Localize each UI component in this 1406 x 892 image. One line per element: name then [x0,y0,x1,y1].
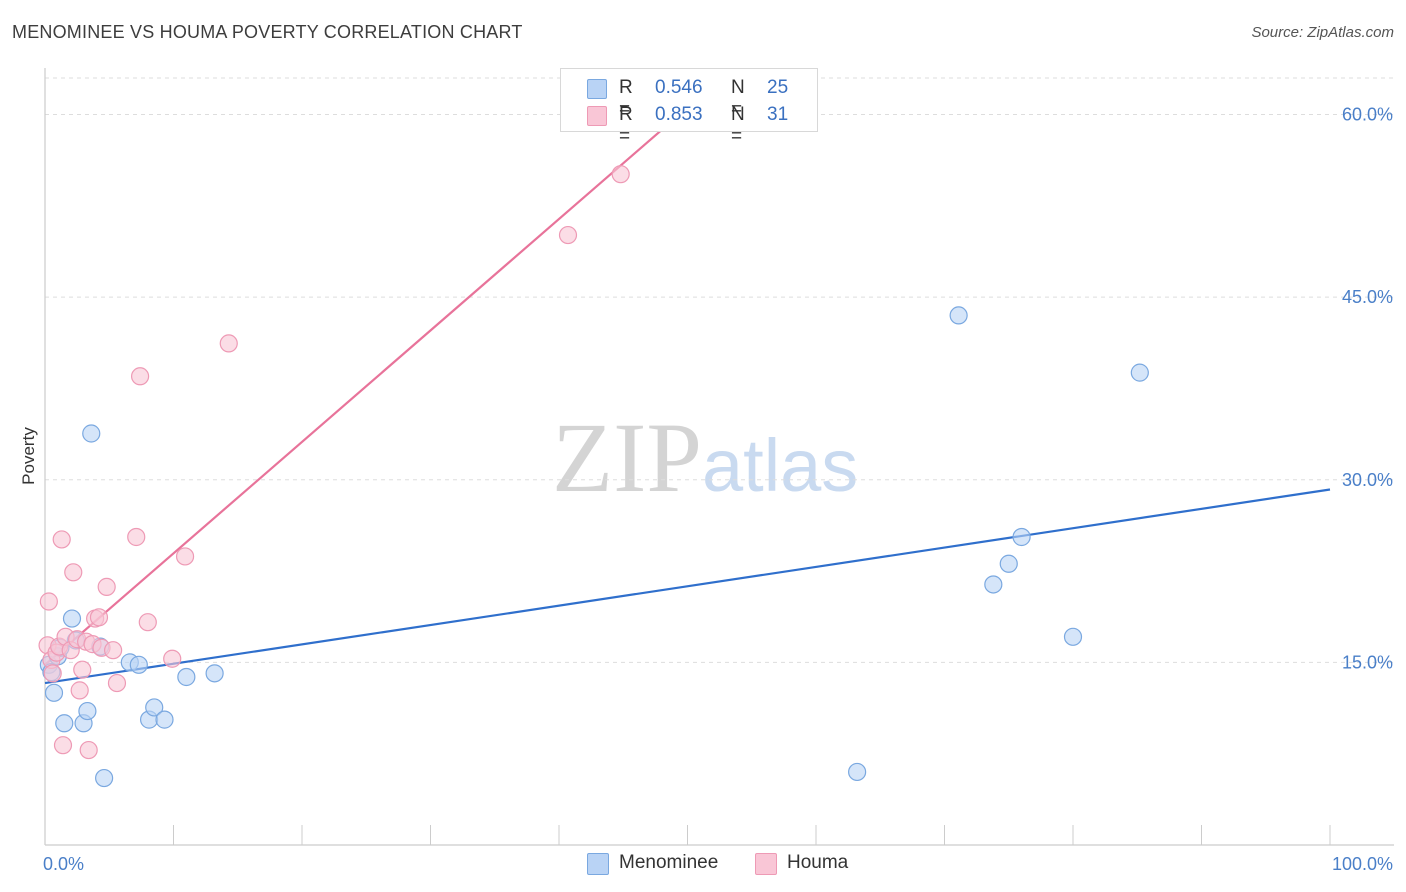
y-tick-label: 60.0% [1342,105,1393,125]
r-value: 0.853 [655,104,703,125]
menominee-point [848,762,867,782]
menominee-point [999,554,1018,573]
watermark-zip: ZIP [552,402,702,513]
houma-point [43,664,62,683]
source-credit: Source: ZipAtlas.com [1251,24,1394,41]
menominee-legend-label: Menominee [619,852,719,873]
houma-point [79,740,98,760]
houma-point [53,736,73,755]
r-label: R = [619,77,633,120]
n-label: N = [731,77,745,120]
menominee-point [95,768,114,788]
y-tick-labels: 15.0% 30.0% 45.0% 60.0% [1342,105,1393,673]
correlation-legend: R = 0.546 N = 25 R = 0.853 N = 31 [560,68,818,147]
menominee-point [44,683,64,702]
menominee-swatch [587,79,607,99]
menominee-point [145,698,164,717]
chart-title: MENOMINEE VS HOUMA POVERTY CORRELATION C… [12,22,523,42]
trendlines [44,123,1331,685]
menominee-point [205,664,224,683]
menominee-legend-swatch [587,853,609,875]
menominee-point [1012,527,1031,547]
houma-point [175,547,195,566]
houma-point [219,334,238,353]
x-tick-labels: 0.0% 100.0% [43,854,1393,874]
houma-point [107,673,127,693]
houma-point [558,225,578,245]
houma-point [138,613,157,632]
y-axis-label: Poverty [19,427,38,485]
x-tick-label: 100.0% [1332,854,1393,874]
houma-legend-label: Houma [787,852,849,873]
n-value: 25 [767,77,789,98]
menominee-point [155,710,174,729]
houma-point [64,563,83,582]
houma-trendline [44,123,669,666]
menominee-point [949,306,968,325]
houma-point [52,530,71,549]
menominee-point [62,609,82,628]
houma-point [163,649,182,668]
houma-swatch [587,106,607,126]
menominee-point [1130,363,1149,382]
houma-point [70,681,89,700]
y-tick-label: 15.0% [1342,652,1393,672]
houma-point [130,367,150,386]
menominee-point [1063,627,1083,646]
menominee-point [78,701,97,721]
menominee-point [55,714,74,733]
menominee-trendline [44,488,1331,685]
r-label: R = [619,104,633,147]
menominee-point [129,655,148,674]
watermark: ZIPatlas [552,400,858,515]
watermark-atlas: atlas [702,424,859,507]
x-tick-label: 0.0% [43,854,84,874]
menominee-point [177,667,196,687]
houma-point [104,641,123,660]
n-label: N = [731,104,745,147]
houma-point [73,660,92,679]
houma-point [89,608,109,627]
r-value: 0.546 [655,77,703,98]
grid-lines [45,77,1394,663]
y-tick-label: 30.0% [1342,470,1393,490]
houma-point [127,527,146,547]
y-tick-label: 45.0% [1342,287,1393,307]
houma-point [611,165,630,184]
houma-point [97,577,116,596]
axes [44,68,1394,846]
houma-point [39,592,58,611]
menominee-point [984,575,1003,594]
data-points [38,165,1149,788]
menominee-point [82,424,101,443]
n-value: 31 [767,104,789,125]
houma-legend-swatch [755,853,777,875]
